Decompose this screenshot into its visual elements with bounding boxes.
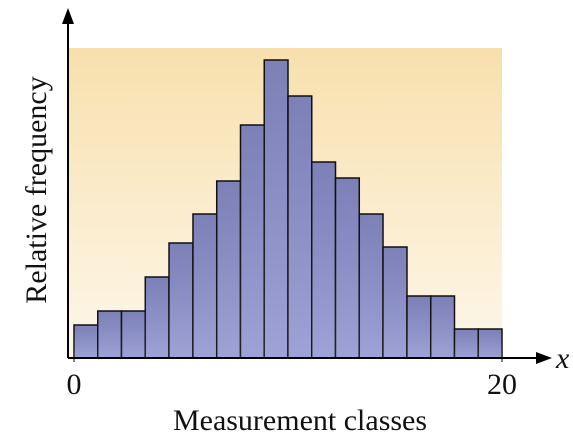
bar-shading	[335, 178, 360, 358]
x-tick-label: 20	[487, 368, 517, 401]
y-axis-label: Relative frequency	[20, 76, 53, 303]
bar-shading	[74, 325, 98, 358]
bar-shading	[97, 311, 122, 358]
bar-shading	[359, 214, 384, 358]
x-axis-arrow	[536, 352, 552, 364]
bar-shading	[454, 329, 479, 358]
bar-shading	[311, 162, 336, 358]
bars	[73, 59, 503, 359]
bar-shading	[121, 311, 146, 358]
bar-shading	[406, 296, 431, 358]
bar-shading	[264, 60, 288, 358]
bar-shading	[145, 277, 170, 358]
bar-shading	[192, 214, 217, 358]
bar-shading	[169, 243, 193, 358]
bar-shading	[430, 296, 455, 358]
bar-shading	[478, 329, 502, 358]
bar-shading	[383, 247, 407, 358]
x-axis-symbol: x	[555, 342, 570, 375]
x-axis-label: Measurement classes	[173, 404, 427, 437]
bar-shading	[216, 181, 241, 358]
y-axis-arrow	[62, 8, 74, 24]
x-tick-label: 0	[67, 368, 82, 401]
bar-shading	[288, 96, 312, 358]
bar-shading	[240, 125, 265, 358]
